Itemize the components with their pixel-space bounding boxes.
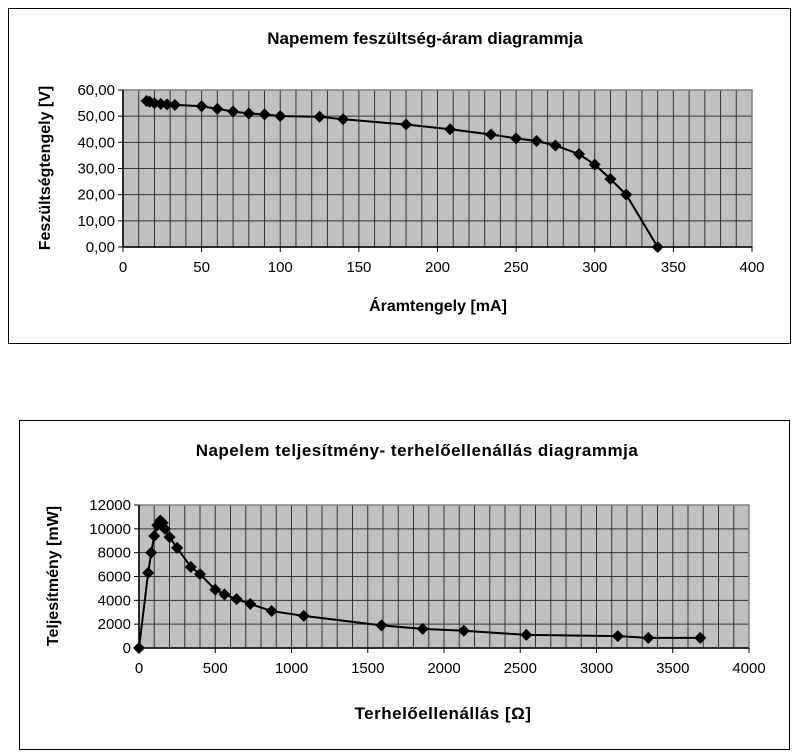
y-tick-label: 60,00 (77, 82, 115, 99)
x-tick-label: 300 (582, 259, 607, 276)
data-point-marker (158, 522, 171, 535)
x-tick-label: 500 (203, 660, 228, 677)
chart-1-plot: 0,00 10,00 20,00 30,00 40,00 50,00 60,00 0 50 100… (77, 82, 764, 276)
y-tick-label: 0,00 (86, 239, 115, 256)
data-point-marker (611, 630, 624, 643)
data-point-marker (194, 568, 206, 581)
data-point-marker (604, 172, 617, 185)
data-point-marker (230, 593, 243, 606)
x-tick-label: 50 (193, 259, 210, 276)
x-tick-label: 1500 (351, 660, 384, 677)
chart-2-title: Napelem teljesítmény- terhelőellenállás … (196, 441, 639, 460)
data-point-marker (211, 102, 224, 115)
data-point-marker (168, 98, 181, 111)
data-point-marker (510, 132, 523, 145)
chart-2-xlabel: Terhelőellenállás [Ω] (355, 704, 532, 723)
data-point-marker (694, 631, 707, 644)
y-tick-label: 4000 (98, 592, 131, 609)
data-point-marker (274, 110, 287, 123)
data-point-marker (573, 148, 586, 161)
data-point-marker (651, 241, 664, 253)
x-tick-label: 250 (504, 259, 529, 276)
data-point-marker (142, 566, 155, 579)
data-point-marker (297, 609, 310, 622)
x-tick-label: 400 (739, 259, 764, 276)
y-tick-label: 10,00 (77, 213, 115, 230)
y-tick-label: 6000 (98, 569, 131, 586)
data-point-marker (242, 107, 255, 120)
x-tick-label: 4000 (732, 660, 765, 677)
x-tick-label: 150 (346, 259, 371, 276)
y-tick-label: 10000 (89, 521, 131, 538)
chart-1-ylabel: Feszültségtengely [V] (37, 86, 54, 250)
x-tick-label: 3500 (656, 660, 689, 677)
x-tick-label: 350 (661, 259, 686, 276)
y-tick-label: 40,00 (77, 134, 115, 151)
data-point-marker (227, 105, 240, 118)
x-tick-label: 2000 (427, 660, 460, 677)
chart-2-frame (19, 420, 790, 750)
chart-2-ylabel: Teljesítmény [mW] (45, 506, 62, 646)
y-tick-label: 50,00 (77, 108, 115, 125)
data-point-marker (258, 108, 271, 121)
data-point-marker (530, 135, 543, 148)
data-point-marker (313, 110, 326, 123)
chart-1-title: Napemem feszültség-áram diagrammja (267, 29, 583, 48)
data-point-marker (265, 605, 278, 618)
data-point-marker (484, 128, 497, 141)
x-tick-label: 100 (268, 259, 293, 276)
data-point-marker (209, 583, 222, 596)
data-point-marker (133, 642, 145, 654)
data-point-marker (171, 541, 184, 554)
data-point-marker (161, 98, 174, 111)
y-tick-label: 30,00 (77, 161, 115, 178)
data-point-marker (218, 588, 231, 601)
y-tick-label: 12000 (89, 497, 131, 514)
data-point-marker (337, 113, 350, 126)
data-point-marker (184, 560, 197, 573)
x-tick-label: 0 (119, 259, 127, 276)
data-point-marker (588, 158, 601, 171)
data-point-marker (549, 139, 562, 152)
data-point-marker (620, 188, 633, 201)
data-point-marker (457, 624, 470, 637)
data-point-marker (163, 531, 176, 544)
data-point-marker (642, 631, 655, 644)
y-tick-label: 20,00 (77, 187, 115, 204)
y-tick-label: 0 (123, 640, 131, 657)
data-point-marker (375, 619, 388, 632)
y-tick-label: 2000 (98, 616, 131, 633)
data-point-marker (400, 118, 413, 131)
data-point-marker (244, 597, 257, 610)
x-tick-label: 0 (135, 660, 143, 677)
chart-1-xlabel: Áramtengely [mA] (369, 296, 507, 315)
data-point-marker (195, 100, 208, 113)
chart-1-frame (8, 8, 791, 344)
x-tick-label: 3000 (580, 660, 613, 677)
data-point-marker (444, 123, 457, 136)
data-point-marker (416, 622, 429, 635)
data-point-marker (520, 628, 533, 641)
chart-2-plot: 0 2000 4000 6000 8000 10000 12000 0 500 1000 1500 2… (89, 497, 765, 677)
x-tick-label: 2500 (504, 660, 537, 677)
data-point-marker (145, 546, 158, 559)
data-point-marker (148, 529, 161, 542)
y-tick-label: 8000 (98, 545, 131, 562)
x-tick-label: 1000 (275, 660, 308, 677)
x-tick-label: 200 (425, 259, 450, 276)
